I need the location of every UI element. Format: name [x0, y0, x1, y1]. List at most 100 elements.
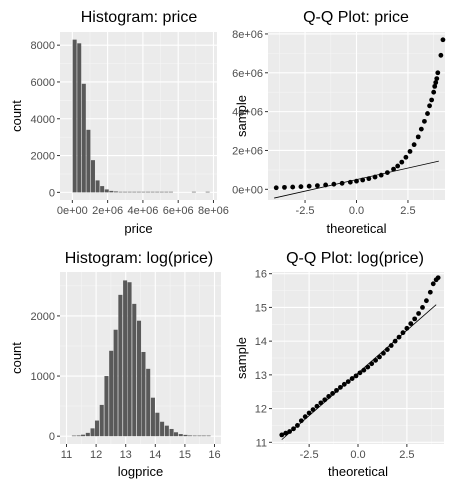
- qq-point: [310, 407, 316, 412]
- histogram-bar: [81, 434, 86, 437]
- x-tick-label: 6e+06: [163, 205, 194, 217]
- histogram-bar: [173, 432, 179, 437]
- y-tick-label: 2e+06: [232, 145, 263, 157]
- y-axis-label: count: [9, 342, 24, 374]
- qq-point: [418, 126, 424, 132]
- histogram-bar: [118, 294, 123, 437]
- histogram-bar: [160, 421, 165, 437]
- histogram-bar: [90, 428, 95, 437]
- x-tick-label: 8e+06: [198, 205, 229, 217]
- y-tick-label: 0: [49, 431, 55, 443]
- x-tick-label: 2e+06: [92, 205, 123, 217]
- chart-panel: 11 12 13 14 15 16 0 1000 2000 Histogram: log(pric…: [9, 250, 221, 479]
- y-axis-label: sample: [234, 95, 249, 137]
- chart-panel: 0e+00 2e+06 4e+06 6e+06 8e+06 0 2000 4000 6000 80…: [9, 9, 229, 236]
- qq-point: [424, 298, 429, 304]
- qq-point: [433, 80, 439, 85]
- qq-point: [392, 338, 398, 344]
- y-axis-label: count: [9, 100, 24, 132]
- qq-point: [349, 376, 355, 381]
- qq-point: [347, 179, 353, 185]
- qq-point: [318, 400, 324, 406]
- qq-point: [378, 172, 384, 178]
- histogram-bar: [77, 43, 82, 193]
- histogram-bar: [169, 428, 174, 437]
- y-tick-label: 16: [255, 269, 267, 281]
- qq-point: [404, 325, 410, 331]
- histogram-bar: [150, 191, 155, 193]
- qq-point: [306, 410, 312, 416]
- qq-point: [416, 311, 421, 316]
- qq-point: [302, 414, 308, 420]
- histogram-bar: [81, 83, 86, 193]
- qq-point: [331, 181, 337, 187]
- x-tick-label: 4e+06: [127, 205, 158, 217]
- histogram-bar: [123, 191, 128, 193]
- y-axis-label: sample: [234, 337, 249, 379]
- qq-point: [273, 185, 279, 191]
- histogram-bar: [113, 329, 118, 437]
- histogram-bar: [72, 39, 77, 193]
- y-tick-label: 2000: [31, 151, 55, 163]
- qq-point: [341, 381, 347, 387]
- histogram-bar: [187, 435, 192, 437]
- qq-point: [306, 183, 312, 189]
- x-tick-label: 14: [149, 449, 161, 461]
- qq-point: [377, 354, 382, 360]
- qq-point: [354, 178, 359, 184]
- histogram-bar: [95, 180, 100, 193]
- chart-title: Q-Q Plot: log(price): [286, 250, 424, 267]
- qq-point: [427, 103, 432, 109]
- histogram-bar: [132, 303, 137, 437]
- y-tick-label: 13: [255, 370, 267, 382]
- chart-panel: -2.5 0.0 2.5 11 12 13 14 15 16 Q-Q Plot: log(pric…: [234, 250, 444, 479]
- x-tick-label: 0.0: [349, 205, 364, 217]
- histogram-bar: [205, 191, 210, 193]
- qq-point: [411, 142, 417, 148]
- qq-point: [425, 111, 430, 116]
- histogram-bar: [104, 376, 109, 437]
- histogram-bar: [155, 412, 160, 437]
- qq-point: [407, 149, 413, 154]
- qq-point: [314, 403, 320, 409]
- qq-point: [291, 426, 296, 432]
- qq-point: [388, 343, 394, 348]
- qq-point: [432, 83, 438, 89]
- qq-point: [435, 275, 441, 281]
- x-tick-label: 0.0: [350, 449, 365, 461]
- y-tick-label: 11: [256, 437, 267, 449]
- x-tick-label: 2.5: [399, 449, 414, 461]
- chart-panel: -2.5 0.0 2.5 0e+00 2e+06 4e+06 6e+06 8e+06 Q-Q P…: [232, 9, 446, 236]
- histogram-bar: [150, 397, 155, 437]
- x-tick-label: 11: [61, 449, 72, 461]
- qq-point: [339, 180, 345, 186]
- histogram-bar: [178, 434, 183, 437]
- histogram-bar: [183, 434, 188, 437]
- qq-point: [435, 70, 441, 76]
- qq-point: [391, 166, 396, 172]
- histogram-bar: [86, 129, 91, 193]
- qq-point: [430, 281, 436, 287]
- qq-point: [360, 177, 366, 183]
- x-tick-label: -2.5: [296, 205, 315, 217]
- histogram-bar: [191, 191, 196, 193]
- histogram-bar: [99, 404, 104, 437]
- x-tick-label: 2.5: [400, 205, 415, 217]
- histogram-bar: [76, 435, 81, 437]
- x-axis-label: price: [124, 221, 152, 236]
- histogram-bar: [197, 435, 202, 437]
- qq-point: [326, 394, 332, 399]
- histogram-bar: [127, 282, 132, 437]
- histogram-bar: [104, 189, 109, 193]
- x-tick-label: -2.5: [300, 449, 319, 461]
- histogram-bar: [201, 435, 206, 437]
- y-tick-label: 0e+00: [232, 184, 263, 196]
- y-tick-label: 4e+06: [232, 107, 263, 119]
- histogram-bar: [90, 160, 95, 193]
- qq-point: [403, 154, 409, 160]
- qq-point: [415, 134, 421, 140]
- qq-point: [338, 384, 343, 390]
- chart-title: Histogram: price: [81, 9, 198, 26]
- qq-point: [427, 289, 433, 295]
- plot-background: [60, 32, 217, 200]
